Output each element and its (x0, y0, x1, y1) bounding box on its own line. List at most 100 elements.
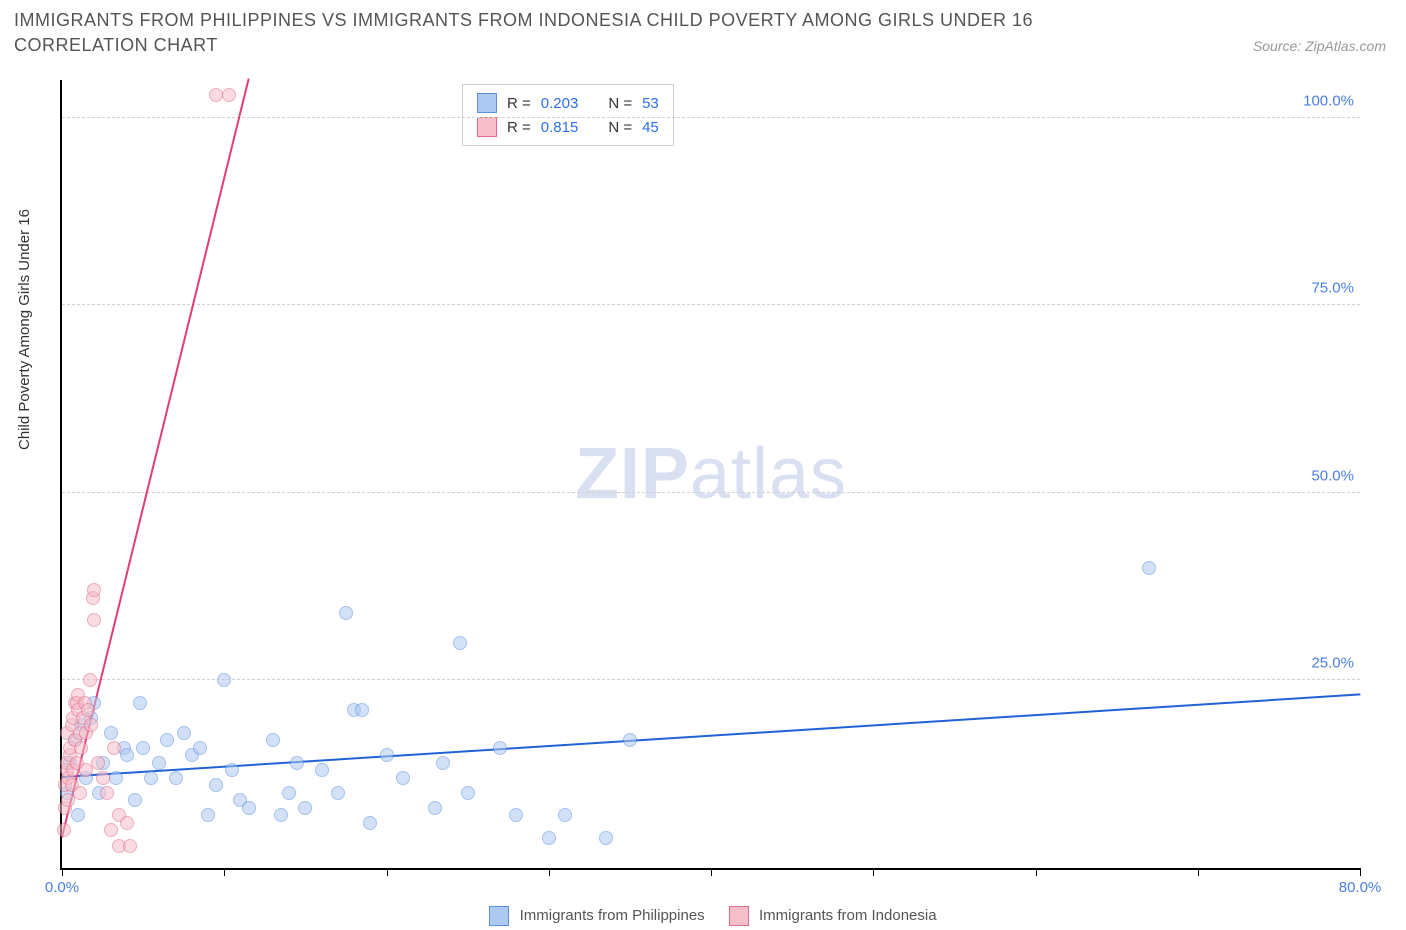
data-point (209, 88, 223, 102)
data-point (120, 748, 134, 762)
x-tick (873, 868, 874, 876)
data-point (331, 786, 345, 800)
data-point (201, 808, 215, 822)
series-label-philippines: Immigrants from Philippines (520, 907, 705, 924)
data-point (160, 733, 174, 747)
data-point (380, 748, 394, 762)
data-point (73, 786, 87, 800)
y-tick-label: 50.0% (1311, 467, 1354, 484)
legend-r-value-indonesia: 0.815 (541, 119, 579, 136)
legend-r-label: R = (507, 95, 531, 112)
data-point (453, 636, 467, 650)
data-point (339, 606, 353, 620)
legend-r-value-philippines: 0.203 (541, 95, 579, 112)
gridline (62, 492, 1360, 493)
data-point (123, 839, 137, 853)
legend-row-indonesia: R = 0.815 N = 45 (477, 115, 659, 139)
swatch-indonesia (477, 117, 497, 137)
data-point (493, 741, 507, 755)
data-point (282, 786, 296, 800)
swatch-indonesia (729, 906, 749, 926)
data-point (87, 583, 101, 597)
x-tick (387, 868, 388, 876)
y-tick-label: 100.0% (1303, 92, 1354, 109)
chart-container: IMMIGRANTS FROM PHILIPPINES VS IMMIGRANT… (0, 0, 1406, 930)
data-point (242, 801, 256, 815)
source-attribution: Source: ZipAtlas.com (1253, 38, 1386, 54)
x-tick (62, 868, 63, 876)
data-point (274, 808, 288, 822)
data-point (225, 763, 239, 777)
chart-title: IMMIGRANTS FROM PHILIPPINES VS IMMIGRANT… (14, 8, 1114, 58)
data-point (315, 763, 329, 777)
x-tick (1198, 868, 1199, 876)
data-point (396, 771, 410, 785)
data-point (209, 778, 223, 792)
data-point (71, 808, 85, 822)
gridline (62, 117, 1360, 118)
data-point (363, 816, 377, 830)
data-point (120, 816, 134, 830)
legend-n-value-philippines: 53 (642, 95, 659, 112)
data-point (222, 88, 236, 102)
data-point (428, 801, 442, 815)
data-point (193, 741, 207, 755)
data-point (1142, 561, 1156, 575)
data-point (355, 703, 369, 717)
data-point (100, 786, 114, 800)
data-point (177, 726, 191, 740)
data-point (623, 733, 637, 747)
data-point (136, 741, 150, 755)
data-point (436, 756, 450, 770)
data-point (290, 756, 304, 770)
data-point (91, 756, 105, 770)
data-point (298, 801, 312, 815)
legend-n-label: N = (608, 95, 632, 112)
x-tick-label: 80.0% (1339, 879, 1382, 896)
data-point (169, 771, 183, 785)
legend-n-label: N = (608, 119, 632, 136)
data-point (217, 673, 231, 687)
data-point (558, 808, 572, 822)
plot-area: ZIPatlas R = 0.203 N = 53 R = 0.815 N = … (60, 80, 1360, 870)
x-tick (224, 868, 225, 876)
data-point (542, 831, 556, 845)
data-point (81, 703, 95, 717)
legend-n-value-indonesia: 45 (642, 119, 659, 136)
series-label-indonesia: Immigrants from Indonesia (759, 907, 937, 924)
data-point (96, 771, 110, 785)
swatch-philippines (477, 93, 497, 113)
data-point (84, 718, 98, 732)
x-tick (1360, 868, 1361, 876)
y-tick-label: 75.0% (1311, 280, 1354, 297)
data-point (266, 733, 280, 747)
series-legend: Immigrants from Philippines Immigrants f… (0, 906, 1406, 926)
watermark: ZIPatlas (575, 433, 847, 515)
data-point (83, 673, 97, 687)
data-point (104, 823, 118, 837)
data-point (57, 823, 71, 837)
gridline (62, 304, 1360, 305)
data-point (133, 696, 147, 710)
data-point (461, 786, 475, 800)
data-point (104, 726, 118, 740)
y-tick-label: 25.0% (1311, 655, 1354, 672)
data-point (128, 793, 142, 807)
x-tick (549, 868, 550, 876)
gridline (62, 679, 1360, 680)
data-point (107, 741, 121, 755)
legend-r-label: R = (507, 119, 531, 136)
y-axis-label: Child Poverty Among Girls Under 16 (16, 209, 33, 450)
data-point (152, 756, 166, 770)
x-tick (711, 868, 712, 876)
data-point (144, 771, 158, 785)
data-point (74, 741, 88, 755)
data-point (509, 808, 523, 822)
x-tick (1036, 868, 1037, 876)
data-point (109, 771, 123, 785)
watermark-zip: ZIP (575, 434, 690, 514)
x-tick-label: 0.0% (45, 879, 79, 896)
data-point (87, 613, 101, 627)
watermark-atlas: atlas (690, 434, 847, 514)
legend-row-philippines: R = 0.203 N = 53 (477, 91, 659, 115)
